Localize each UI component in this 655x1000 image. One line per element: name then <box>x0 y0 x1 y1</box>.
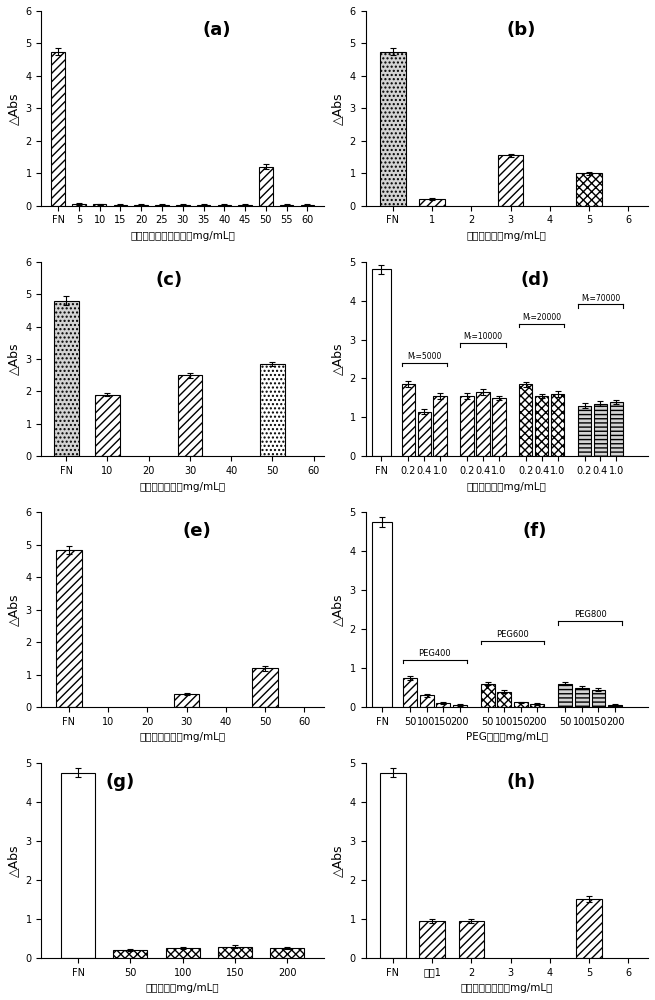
Bar <box>54 301 79 456</box>
Text: PEG600: PEG600 <box>496 630 529 639</box>
Bar <box>259 167 272 206</box>
Bar <box>535 396 548 456</box>
Bar <box>93 204 106 206</box>
X-axis label: 葡耶糖浓度（mg/mL）: 葡耶糖浓度（mg/mL） <box>467 482 547 492</box>
Bar <box>113 950 147 958</box>
Bar <box>476 392 490 456</box>
Bar <box>578 406 591 456</box>
Bar <box>51 52 65 206</box>
Bar <box>418 412 431 456</box>
Bar <box>380 773 405 958</box>
Text: Mᵣ=10000: Mᵣ=10000 <box>463 332 502 341</box>
Text: (a): (a) <box>202 21 231 39</box>
Y-axis label: △Abs: △Abs <box>331 92 344 125</box>
Bar <box>436 703 450 707</box>
Text: (h): (h) <box>506 773 536 791</box>
Text: Mᵣ=70000: Mᵣ=70000 <box>581 294 620 303</box>
Bar <box>420 695 434 707</box>
Bar <box>174 694 199 707</box>
Bar <box>458 921 484 958</box>
Bar <box>72 204 86 206</box>
Bar <box>575 688 589 707</box>
Text: (d): (d) <box>521 271 550 289</box>
X-axis label: 海藻酸钓浓度（mg/mL）: 海藻酸钓浓度（mg/mL） <box>140 732 226 742</box>
Bar <box>95 395 120 456</box>
Y-axis label: △Abs: △Abs <box>7 593 20 626</box>
Bar <box>434 396 447 456</box>
Bar <box>559 684 572 707</box>
X-axis label: 大豆多糖浓度（mg/mL）: 大豆多糖浓度（mg/mL） <box>140 482 226 492</box>
Bar <box>576 899 602 958</box>
Text: PEG400: PEG400 <box>419 649 451 658</box>
Bar <box>460 396 474 456</box>
Bar <box>252 668 278 707</box>
Text: (c): (c) <box>155 271 182 289</box>
Text: (e): (e) <box>183 522 212 540</box>
Bar <box>531 704 544 707</box>
Y-axis label: △Abs: △Abs <box>7 844 20 877</box>
Bar <box>591 690 605 707</box>
Bar <box>497 692 512 707</box>
X-axis label: 魔苋葫聆糖浓度（mg/mL）: 魔苋葫聆糖浓度（mg/mL） <box>460 983 553 993</box>
Bar <box>271 948 305 958</box>
Bar <box>403 678 417 707</box>
Bar <box>372 522 392 707</box>
Bar <box>166 948 200 958</box>
Y-axis label: △Abs: △Abs <box>331 593 344 626</box>
Bar <box>481 684 495 707</box>
Bar <box>260 364 285 456</box>
X-axis label: 卡拉胶浓度（mg/mL）: 卡拉胶浓度（mg/mL） <box>467 231 547 241</box>
Bar <box>498 155 523 206</box>
Bar <box>402 384 415 456</box>
Bar <box>372 269 391 456</box>
X-axis label: 甘油浓度（mg/mL）: 甘油浓度（mg/mL） <box>146 983 219 993</box>
Bar <box>380 52 405 206</box>
Y-axis label: △Abs: △Abs <box>331 844 344 877</box>
Bar <box>61 773 95 958</box>
Y-axis label: △Abs: △Abs <box>331 343 344 375</box>
Text: Mᵣ=5000: Mᵣ=5000 <box>407 352 441 361</box>
Bar <box>608 705 622 707</box>
Text: (b): (b) <box>506 21 536 39</box>
Bar <box>178 375 202 456</box>
Bar <box>576 173 602 206</box>
Bar <box>519 384 533 456</box>
Bar <box>594 404 607 456</box>
Y-axis label: △Abs: △Abs <box>7 92 20 125</box>
X-axis label: PEG浓度（mg/mL）: PEG浓度（mg/mL） <box>466 732 548 742</box>
Text: (f): (f) <box>523 522 547 540</box>
Bar <box>453 705 466 707</box>
Bar <box>610 402 623 456</box>
Text: (g): (g) <box>106 773 135 791</box>
Bar <box>419 921 445 958</box>
Bar <box>56 550 82 707</box>
Bar <box>419 199 445 206</box>
Text: Mᵣ=20000: Mᵣ=20000 <box>522 313 561 322</box>
Bar <box>551 394 564 456</box>
Text: PEG800: PEG800 <box>574 610 607 619</box>
Bar <box>492 398 506 456</box>
X-axis label: 胶原蛋白水解物浓度（mg/mL）: 胶原蛋白水解物浓度（mg/mL） <box>130 231 235 241</box>
Bar <box>514 702 528 707</box>
Y-axis label: △Abs: △Abs <box>7 343 20 375</box>
Bar <box>218 947 252 958</box>
